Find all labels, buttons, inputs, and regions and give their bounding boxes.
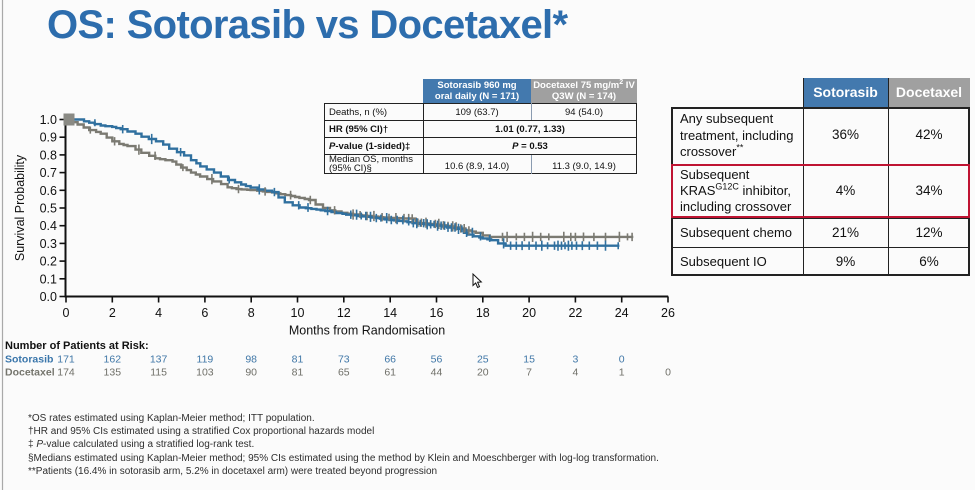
svg-text:115: 115 xyxy=(150,367,167,379)
svg-text:Sotorasib: Sotorasib xyxy=(5,354,53,366)
svg-text:174: 174 xyxy=(57,367,75,379)
svg-text:26: 26 xyxy=(661,306,675,320)
svg-text:0: 0 xyxy=(619,354,625,366)
svg-text:65: 65 xyxy=(338,367,350,379)
svg-text:15: 15 xyxy=(523,354,535,366)
svg-text:44: 44 xyxy=(431,367,443,379)
svg-text:Number of Patients at Risk:: Number of Patients at Risk: xyxy=(5,340,149,352)
svg-text:20: 20 xyxy=(477,367,489,379)
svg-text:66: 66 xyxy=(384,354,396,366)
svg-text:137: 137 xyxy=(150,354,168,366)
svg-text:0.1: 0.1 xyxy=(40,272,57,286)
svg-text:14: 14 xyxy=(383,306,397,320)
svg-text:0.8: 0.8 xyxy=(40,148,57,162)
svg-text:56: 56 xyxy=(431,354,443,366)
svg-text:12: 12 xyxy=(337,306,351,320)
svg-text:0.7: 0.7 xyxy=(40,166,57,180)
svg-text:90: 90 xyxy=(245,367,257,379)
svg-text:10: 10 xyxy=(291,306,305,320)
svg-text:0.5: 0.5 xyxy=(40,202,57,216)
svg-text:2: 2 xyxy=(109,306,116,320)
svg-text:103: 103 xyxy=(196,367,214,379)
svg-text:119: 119 xyxy=(197,354,214,366)
svg-text:4: 4 xyxy=(155,306,162,320)
svg-text:81: 81 xyxy=(292,354,304,366)
svg-text:1.0: 1.0 xyxy=(40,113,57,127)
svg-text:98: 98 xyxy=(245,354,257,366)
svg-text:0.4: 0.4 xyxy=(40,219,57,233)
svg-text:24: 24 xyxy=(615,306,629,320)
svg-text:3: 3 xyxy=(572,354,578,366)
svg-text:4: 4 xyxy=(572,367,578,379)
svg-text:25: 25 xyxy=(477,354,489,366)
svg-text:20: 20 xyxy=(522,306,536,320)
svg-text:61: 61 xyxy=(384,367,396,379)
svg-text:0.2: 0.2 xyxy=(40,255,57,269)
svg-text:0.9: 0.9 xyxy=(40,131,57,145)
svg-text:73: 73 xyxy=(338,354,350,366)
svg-text:0: 0 xyxy=(665,367,671,379)
svg-text:8: 8 xyxy=(248,306,255,320)
svg-text:0.6: 0.6 xyxy=(40,184,57,198)
svg-text:81: 81 xyxy=(292,367,304,379)
svg-text:135: 135 xyxy=(104,367,122,379)
svg-text:22: 22 xyxy=(568,306,582,320)
svg-text:6: 6 xyxy=(201,306,208,320)
svg-text:16: 16 xyxy=(430,306,444,320)
svg-text:7: 7 xyxy=(526,367,532,379)
svg-text:Survival Probability: Survival Probability xyxy=(13,154,27,261)
svg-text:0: 0 xyxy=(63,306,70,320)
svg-text:162: 162 xyxy=(104,354,122,366)
svg-text:0.3: 0.3 xyxy=(40,237,57,251)
svg-text:0.0: 0.0 xyxy=(40,290,57,304)
svg-text:Months from Randomisation: Months from Randomisation xyxy=(289,324,445,338)
svg-text:Docetaxel: Docetaxel xyxy=(5,367,55,379)
svg-text:171: 171 xyxy=(57,354,75,366)
svg-text:18: 18 xyxy=(476,306,490,320)
svg-text:1: 1 xyxy=(619,367,625,379)
